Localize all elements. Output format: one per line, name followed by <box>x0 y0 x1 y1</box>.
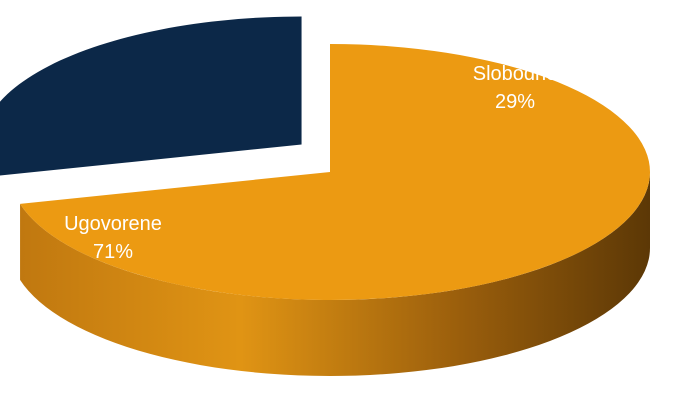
slice-label-slobodne-percent: 29% <box>495 91 535 113</box>
slice-label-ugovorene-percent: 71% <box>93 241 133 263</box>
slice-side-ugovorene <box>20 172 650 376</box>
slice-ugovorene <box>20 44 650 300</box>
slice-label-slobodne-name: Slobodne <box>473 63 558 85</box>
slice-slobodne <box>0 16 302 176</box>
slice-label-ugovorene-name: Ugovorene <box>64 213 162 235</box>
